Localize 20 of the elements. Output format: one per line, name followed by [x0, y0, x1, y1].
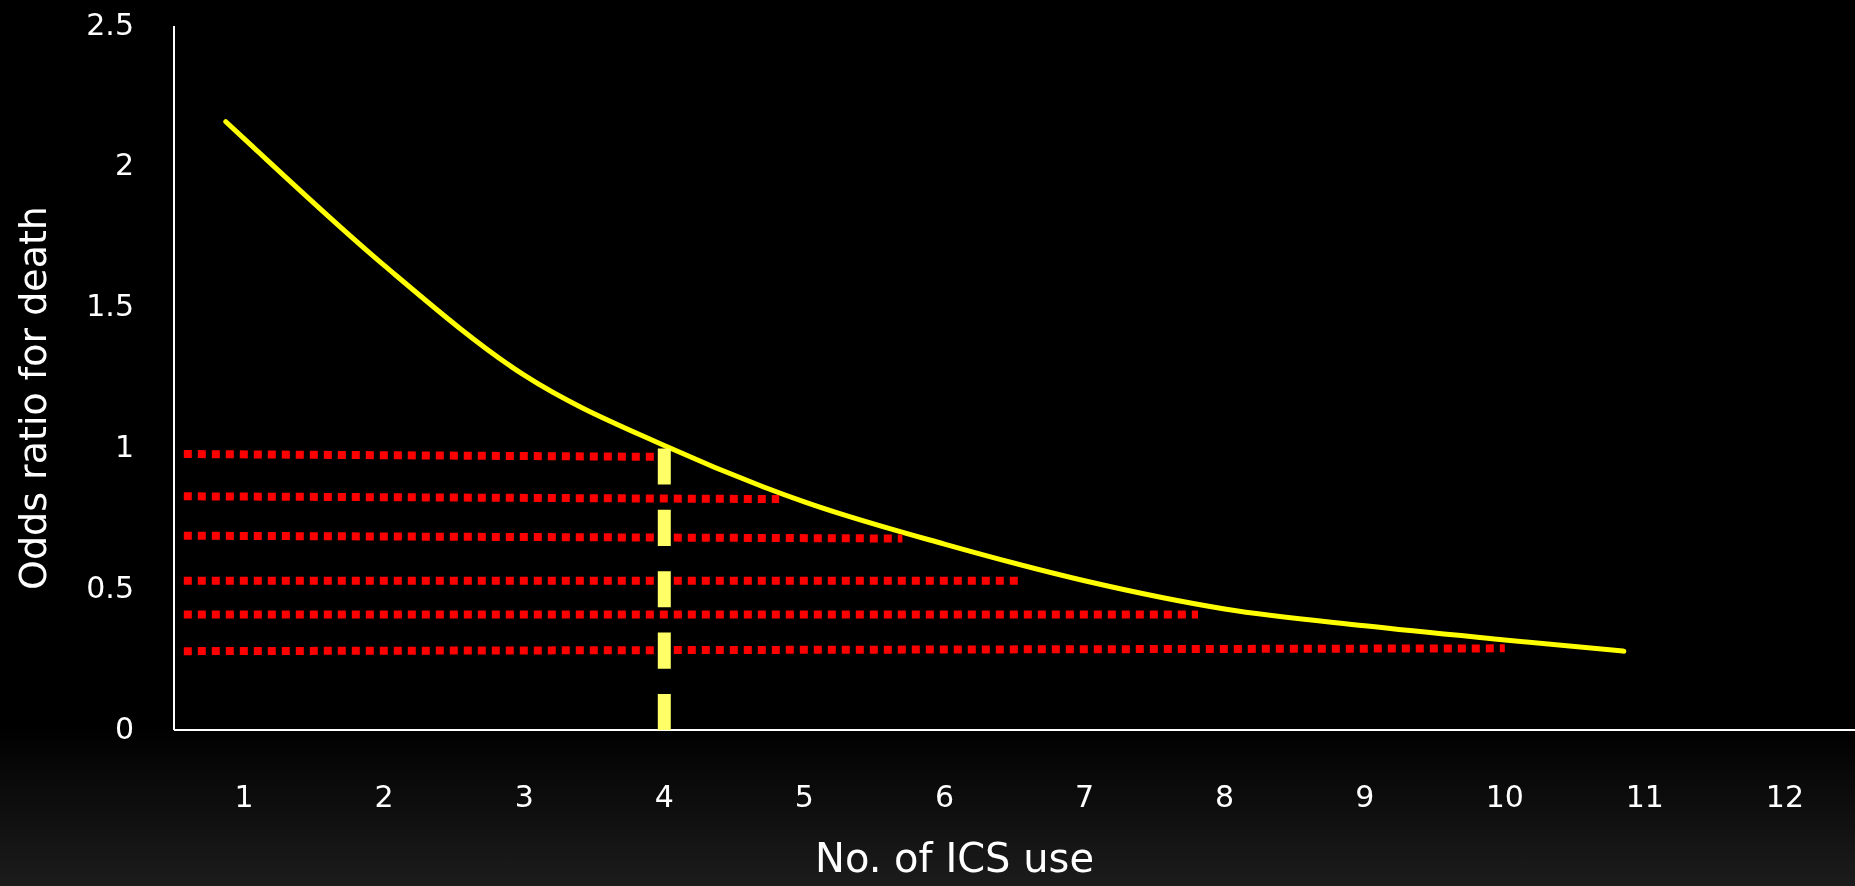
y-tick-label: 2.5 — [86, 6, 134, 42]
x-tick-label: 7 — [1074, 778, 1095, 814]
y-tick-label: 0.5 — [86, 569, 134, 605]
y-tick-label: 2 — [114, 147, 134, 183]
x-tick-label: 2 — [374, 778, 394, 814]
x-tick-label: 12 — [1765, 778, 1805, 814]
x-axis-title: No. of ICS use — [814, 835, 1095, 881]
x-tick-label: 10 — [1485, 778, 1524, 814]
x-tick-label: 3 — [514, 778, 534, 814]
y-axis-title: Odds ratio for death — [11, 206, 55, 590]
x-tick-label: 9 — [1355, 778, 1375, 814]
x-tick-label: 4 — [654, 778, 674, 814]
y-tick-label: 1.5 — [86, 288, 134, 324]
y-tick-label: 0 — [114, 710, 134, 746]
x-tick-label: 8 — [1215, 778, 1235, 814]
x-tick-label: 6 — [934, 778, 955, 814]
y-tick-label: 1 — [114, 428, 134, 464]
x-tick-label: 5 — [794, 778, 814, 814]
x-tick-label: 11 — [1625, 778, 1664, 814]
x-tick-label: 1 — [234, 778, 254, 814]
